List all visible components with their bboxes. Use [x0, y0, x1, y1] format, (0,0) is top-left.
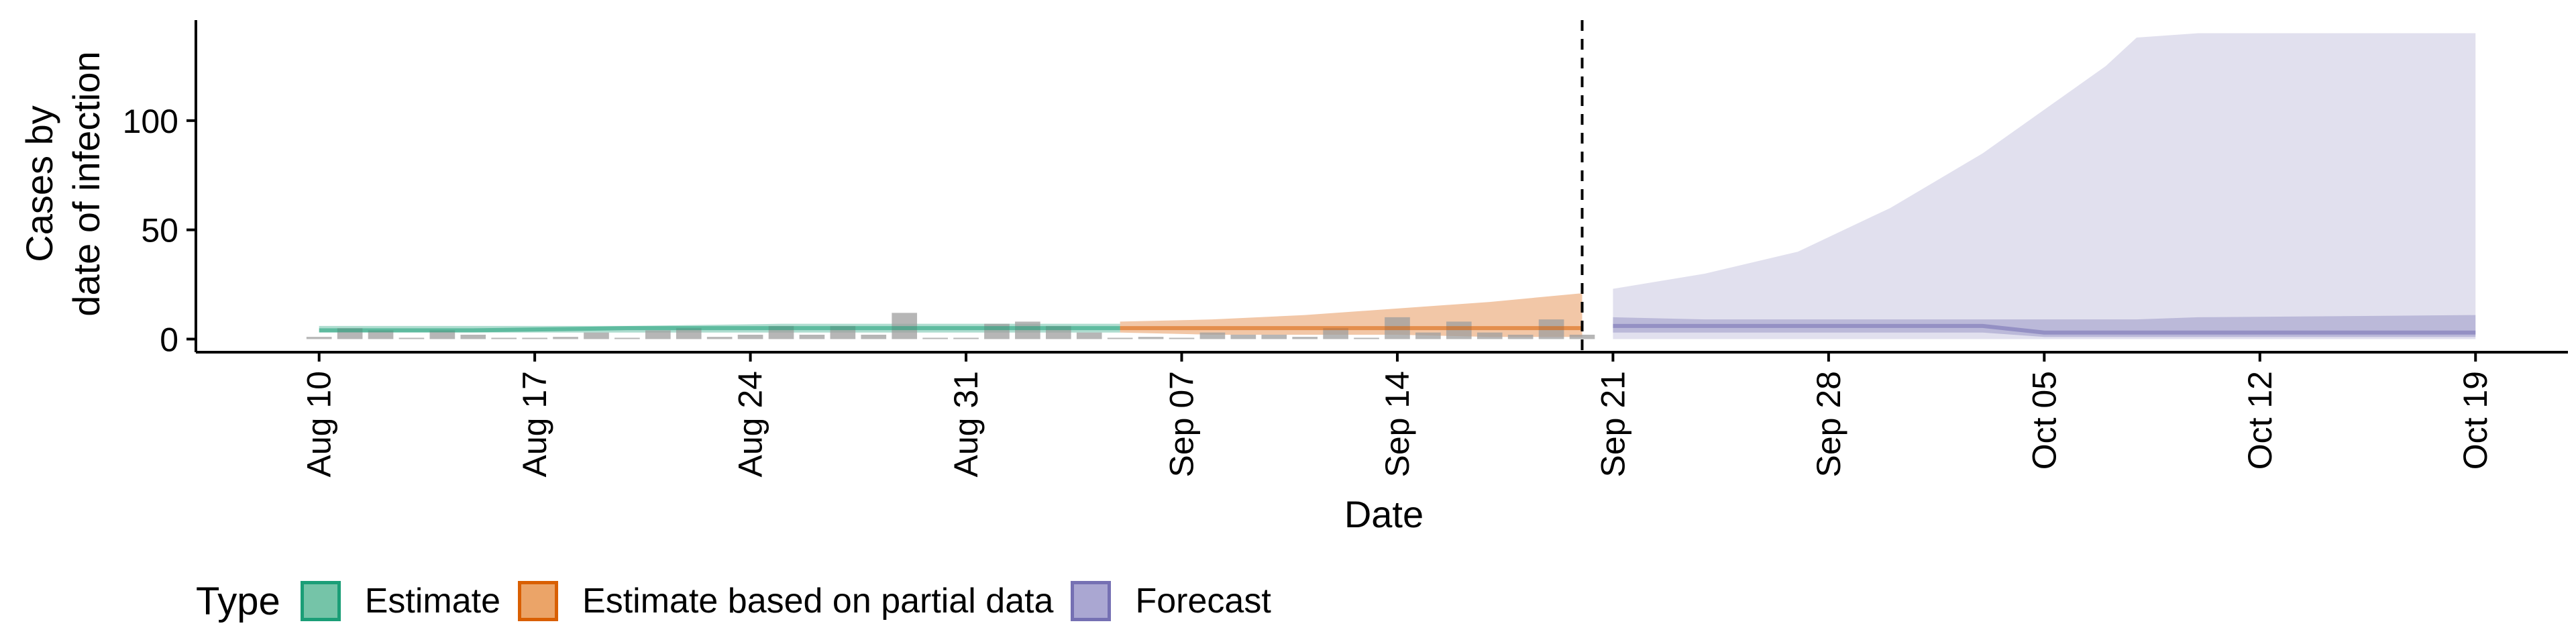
legend-label-partial: Estimate based on partial data	[582, 582, 1054, 621]
observed-bar	[953, 337, 979, 339]
median-line-forecast	[1613, 323, 2476, 335]
x-tick-label: Oct 12	[2241, 371, 2279, 470]
x-tick-label: Sep 07	[1163, 371, 1201, 477]
x-tick-label: Oct 05	[2025, 371, 2063, 470]
observed-bar	[1076, 332, 1102, 339]
observed-bar	[1477, 332, 1503, 339]
band-forecast	[1613, 33, 2476, 339]
x-axis-title: Date	[1344, 493, 1424, 535]
observed-bar	[1230, 334, 1256, 339]
observed-bar	[1415, 332, 1441, 339]
observed-bar	[737, 334, 763, 339]
observed-bar	[1323, 328, 1348, 339]
observed-bar	[984, 323, 1010, 339]
observed-bar	[706, 337, 733, 339]
y-tick-label: 100	[123, 103, 178, 140]
observed-bar	[614, 337, 640, 339]
observed-bar	[306, 337, 332, 339]
observed-bar	[1507, 334, 1534, 339]
observed-bar	[1169, 337, 1195, 339]
observed-bar	[368, 330, 394, 339]
x-tick-label: Aug 10	[301, 371, 338, 477]
observed-bar	[1446, 321, 1472, 339]
observed-bar	[584, 332, 609, 339]
legend: Type Estimate Estimate based on partial …	[196, 574, 1289, 628]
observed-bar	[1138, 337, 1164, 339]
observed-bar	[429, 330, 455, 339]
observed-bar	[1261, 334, 1287, 339]
observed-bar	[645, 330, 671, 339]
legend-key-partial	[518, 581, 559, 621]
observed-bar	[676, 328, 702, 339]
median-line-estimate	[319, 326, 1120, 333]
legend-item-estimate: Estimate	[300, 581, 501, 621]
legend-key-estimate	[300, 581, 341, 621]
legend-label-estimate: Estimate	[364, 582, 501, 621]
x-tick-label: Oct 19	[2457, 371, 2494, 470]
ribbon-layer	[319, 33, 2476, 339]
observed-bar	[1569, 334, 1595, 339]
observed-bar	[922, 337, 948, 339]
observed-bars-layer	[306, 313, 1595, 339]
observed-bar	[522, 337, 547, 339]
y-axis-title-line-2: date of infection	[65, 51, 107, 316]
x-tick-label: Aug 31	[947, 371, 985, 477]
observed-bar	[1015, 321, 1040, 339]
legend-item-forecast: Forecast	[1071, 581, 1271, 621]
legend-item-partial: Estimate based on partial data	[518, 581, 1053, 621]
y-axis-title-line-1: Cases by	[18, 105, 60, 262]
observed-bar	[1292, 337, 1318, 339]
observed-bar	[1107, 337, 1133, 339]
x-tick-label: Sep 28	[1810, 371, 1847, 477]
axes-layer: 0 50 100 Aug 10 Aug 17 Aug 24 Aug 31 Sep 07 Sep …	[123, 20, 2568, 477]
observed-bar	[1199, 332, 1226, 339]
x-tick-label: Aug 17	[516, 371, 553, 477]
observed-bar	[460, 334, 486, 339]
band-estimate-based-on-partial-data	[1120, 293, 1582, 337]
observed-bar	[553, 337, 578, 339]
y-tick-label: 50	[141, 212, 178, 250]
observed-bar	[1354, 337, 1379, 339]
observed-bar	[398, 337, 425, 339]
x-tick-label: Sep 14	[1379, 371, 1416, 477]
x-tick-label: Aug 24	[732, 371, 769, 477]
y-tick-label: 0	[160, 321, 178, 358]
legend-key-forecast	[1071, 581, 1112, 621]
observed-bar	[861, 334, 887, 339]
median-lines-layer	[319, 323, 2476, 335]
observed-bar	[491, 337, 517, 339]
legend-label-forecast: Forecast	[1135, 582, 1271, 621]
legend-title: Type	[196, 579, 280, 623]
x-tick-label: Sep 21	[1594, 371, 1631, 477]
observed-bar	[892, 313, 918, 339]
observed-bar	[799, 334, 825, 339]
